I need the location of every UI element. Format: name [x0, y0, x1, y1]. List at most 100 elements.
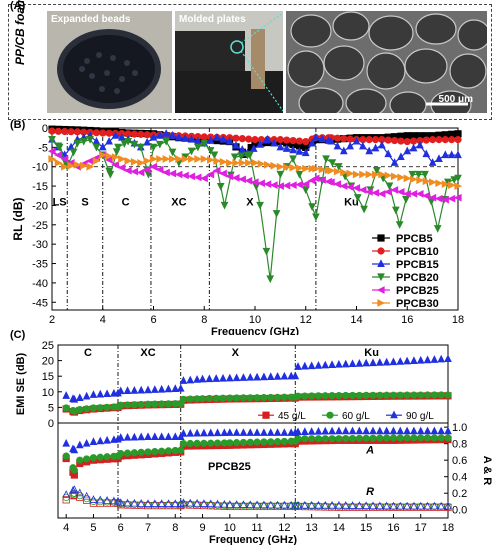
se-point [62, 391, 71, 399]
rl-point [302, 137, 310, 146]
rl-point [263, 134, 272, 143]
rl-point [73, 139, 82, 148]
se-point [96, 404, 104, 412]
rl-point [118, 155, 126, 163]
rl-point [130, 130, 139, 138]
rl-point [213, 132, 221, 141]
rl-point [428, 158, 437, 166]
ar-point [355, 434, 363, 442]
rl-point [168, 169, 177, 178]
ar-point [62, 452, 70, 460]
rl-point [168, 148, 177, 157]
ar-point [171, 499, 180, 507]
ar-point [150, 432, 159, 441]
se-point [321, 392, 329, 400]
rl-point [409, 143, 418, 152]
rl-point [365, 188, 373, 196]
se-point [396, 391, 404, 399]
rl-point [454, 182, 463, 190]
panel-label-a: (A) [10, 0, 26, 12]
ar-point [253, 438, 261, 446]
rl-point [124, 137, 132, 146]
rl-point [206, 135, 215, 144]
ar-point [335, 500, 343, 509]
ar-point [206, 428, 215, 437]
se-point [89, 390, 98, 398]
ar-point [76, 456, 84, 464]
rl-xtick-label-5: 12 [300, 314, 312, 326]
rl-point [454, 136, 462, 144]
ar-point [321, 426, 330, 435]
ar-point [179, 500, 188, 508]
plates-photo-image [175, 11, 283, 113]
rl-series-ppcb25 [47, 147, 462, 204]
se-point [212, 394, 220, 402]
rl-point [48, 127, 56, 135]
rl-point [390, 158, 399, 166]
rl-point [250, 178, 259, 187]
ar-point [314, 502, 323, 510]
rl-point [174, 170, 183, 179]
rl-point [371, 136, 380, 144]
rl-point [48, 155, 57, 163]
rl-point [416, 140, 424, 149]
ar-point [233, 439, 241, 447]
ar-point [144, 432, 152, 441]
ar-point [300, 500, 309, 509]
rl-point [120, 140, 129, 148]
rl-point [378, 170, 386, 179]
rl-legend-marker-5 [377, 299, 386, 307]
rl-point [318, 165, 327, 174]
rl-point [54, 127, 62, 135]
rl-point [111, 153, 120, 161]
rl-point [238, 145, 247, 153]
ar-point [89, 497, 98, 506]
rl-point [270, 161, 279, 170]
rl-point [289, 155, 297, 164]
rl-point [162, 155, 171, 163]
rl-point [219, 158, 228, 166]
se-point [103, 403, 111, 411]
rl-point [143, 131, 151, 139]
rl-point [414, 170, 423, 179]
rl-point [318, 176, 326, 184]
ar-point [137, 499, 146, 507]
ar-point [164, 432, 173, 441]
se-point [96, 389, 105, 398]
ar-point [233, 502, 241, 510]
se-xtick-label-5: 9 [199, 522, 205, 534]
rl-point [409, 137, 418, 145]
rl-point [263, 180, 272, 188]
ar-point [376, 434, 384, 442]
ar-point [239, 428, 248, 436]
ar-point [307, 427, 316, 435]
rl-point [441, 195, 449, 204]
rl-point [210, 151, 219, 160]
ar-point [193, 439, 201, 448]
ar-point [164, 447, 173, 455]
ar-point [416, 501, 425, 510]
ar-point [96, 498, 104, 506]
ar-point [321, 502, 329, 510]
ar-point [362, 501, 371, 510]
ar-point [213, 428, 222, 437]
rl-band-label-2: C [122, 196, 130, 208]
rl-band-label-1: S [81, 196, 88, 208]
rl-point [289, 163, 298, 172]
rl-point [339, 182, 348, 190]
rl-point [92, 129, 101, 137]
rl-point [301, 148, 310, 157]
rl-point [397, 173, 406, 182]
rl-point [333, 134, 342, 142]
rl-point [155, 140, 164, 149]
rl-point [409, 175, 418, 184]
se-point [198, 395, 207, 403]
rl-legend-label-1: PPCB10 [396, 246, 439, 258]
se-point [382, 357, 391, 366]
se-chart: C XC X Ku 0 5 10 15 20 25 EMI SE (dB) 0.0 0.2 0.4 0.6 0… [15, 340, 493, 545]
se-point [410, 356, 418, 364]
se-point [225, 373, 234, 382]
ar-point [116, 498, 125, 507]
rl-point [429, 136, 437, 144]
ar-point [239, 438, 248, 447]
